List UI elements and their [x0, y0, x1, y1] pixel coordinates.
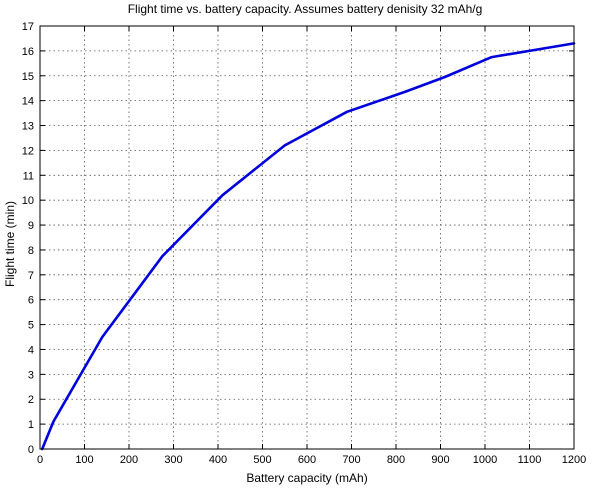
y-tick-label: 12 [22, 145, 34, 157]
y-tick-label: 2 [28, 394, 34, 406]
x-tick-label: 700 [342, 454, 360, 466]
y-tick-label: 1 [28, 419, 34, 431]
x-tick-label: 1100 [518, 454, 542, 466]
x-tick-label: 1200 [562, 454, 586, 466]
y-tick-label: 14 [22, 96, 34, 108]
y-tick-label: 9 [28, 220, 34, 232]
x-axis-label: Battery capacity (mAh) [246, 471, 367, 485]
x-tick-label: 900 [431, 454, 449, 466]
x-tick-label: 800 [387, 454, 405, 466]
x-tick-label: 0 [37, 454, 43, 466]
y-tick-label: 4 [28, 344, 34, 356]
x-tick-label: 400 [209, 454, 227, 466]
y-tick-label: 11 [23, 170, 34, 182]
series-line-0 [40, 42, 576, 451]
grid-lines [40, 26, 574, 449]
y-tick-label: 6 [28, 295, 34, 307]
y-tick-label: 3 [28, 369, 34, 381]
x-tick-label: 100 [75, 454, 93, 466]
x-tick-label: 1000 [473, 454, 497, 466]
y-tick-label: 10 [22, 195, 34, 207]
y-tick-label: 15 [22, 71, 34, 83]
y-tick-label: 17 [22, 21, 34, 33]
y-axis-label: Flight time (min) [3, 201, 17, 287]
x-tick-label: 300 [164, 454, 182, 466]
x-tick-label: 600 [298, 454, 316, 466]
y-tick-label: 7 [28, 270, 34, 282]
y-tick-label: 16 [22, 46, 34, 58]
y-tick-label: 0 [28, 444, 34, 456]
series-layer [40, 42, 576, 451]
x-tick-label: 500 [253, 454, 271, 466]
y-tick-label: 8 [28, 245, 34, 257]
chart-title: Flight time vs. battery capacity. Assume… [128, 2, 483, 16]
x-tick-label: 200 [120, 454, 138, 466]
axis-ticks: 0 100 200 300 400 500 600 700 800 900 1000 1100 1200… [22, 21, 586, 466]
y-tick-label: 13 [22, 121, 34, 133]
y-tick-label: 5 [28, 320, 34, 332]
